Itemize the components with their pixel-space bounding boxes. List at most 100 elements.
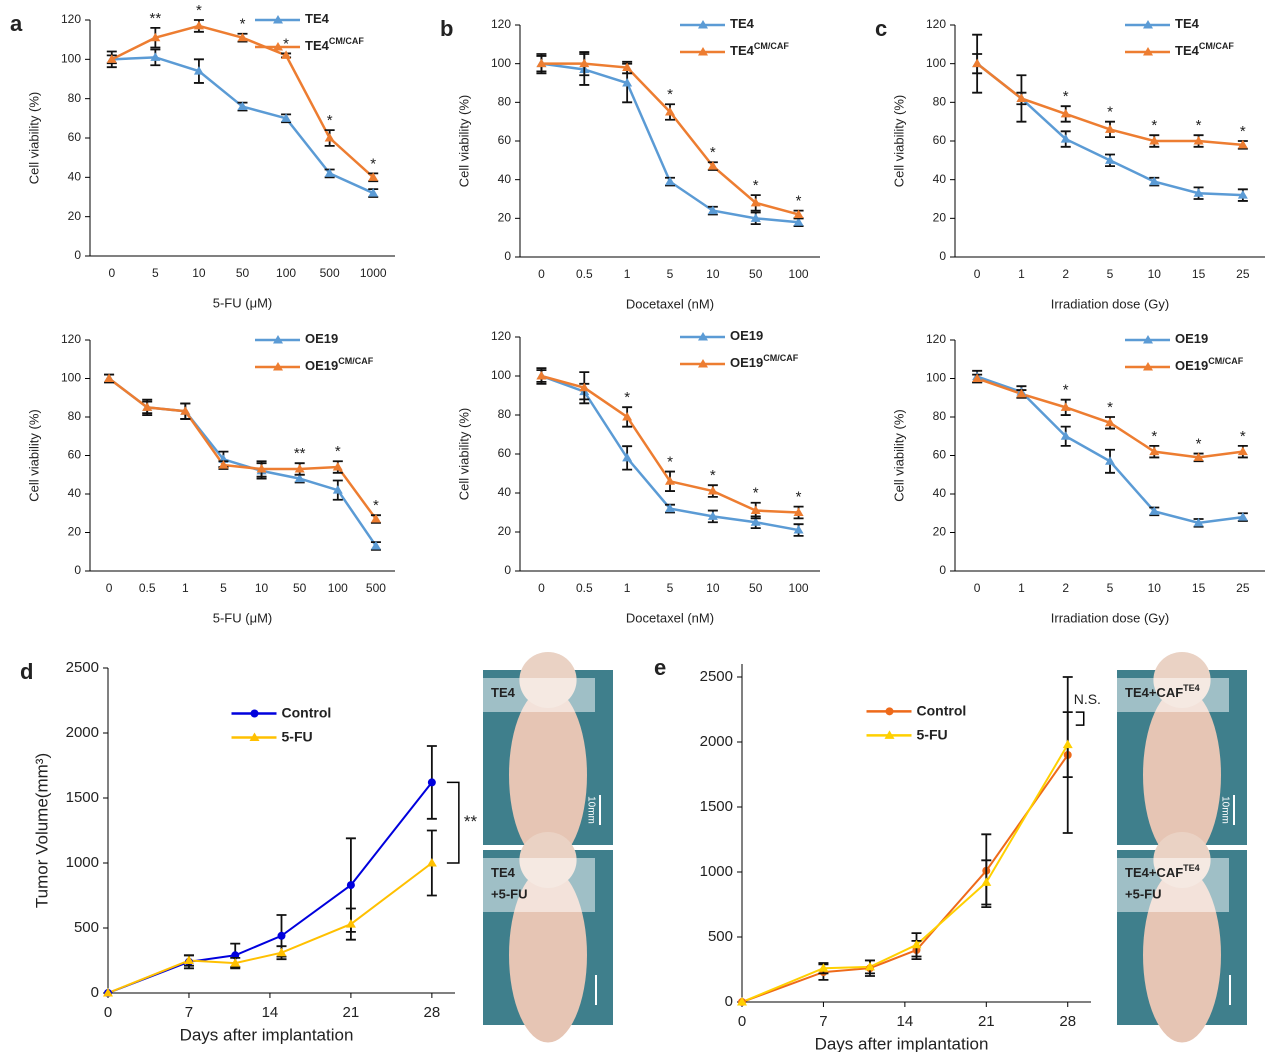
y-axis-label: Cell viability (%) — [456, 408, 471, 500]
x-tick-label: 5 — [220, 581, 227, 595]
data-point — [426, 858, 437, 867]
significance: * — [327, 112, 333, 129]
x-tick-label: 1 — [1018, 267, 1025, 281]
legend-marker — [273, 335, 283, 344]
x-tick-label: 0 — [104, 1004, 112, 1021]
legend-marker — [698, 20, 708, 29]
data-point — [622, 78, 633, 87]
data-point — [281, 50, 292, 59]
data-point — [737, 997, 747, 1006]
scale-label: 10mm — [1219, 796, 1230, 824]
y-tick-label: 2500 — [66, 659, 99, 676]
panel-label: b — [440, 16, 453, 41]
data-point — [1060, 108, 1071, 118]
y-tick-label: 120 — [926, 17, 946, 31]
data-point — [294, 463, 305, 473]
legend-name: TE4 — [730, 16, 755, 31]
data-point — [370, 540, 381, 550]
mouse-body — [509, 687, 587, 863]
label-box — [1117, 858, 1229, 912]
bracket — [1075, 711, 1085, 726]
photo-label-line2: +5-FU — [1125, 886, 1161, 901]
legend-name: OE19 — [730, 355, 763, 370]
y-tick-label: 2000 — [700, 733, 733, 750]
y-tick-label: 40 — [933, 486, 947, 500]
photo-label-sup: TE4 — [1183, 863, 1200, 873]
legend-label: TE4CM/CAF — [730, 41, 789, 58]
y-axis-label: Tumor Volume(mm³) — [32, 753, 51, 908]
data-point — [230, 958, 241, 967]
legend-name: TE4 — [305, 11, 330, 26]
series-line — [541, 374, 799, 514]
data-point — [1105, 456, 1115, 465]
legend-marker — [698, 359, 708, 368]
data-point — [1016, 388, 1027, 398]
data-point — [281, 113, 292, 122]
y-tick-label: 100 — [61, 52, 81, 66]
photo-label: TE4+CAFTE4 — [1125, 863, 1200, 880]
y-tick-label: 120 — [491, 17, 511, 31]
series-line — [111, 56, 374, 195]
x-tick-label: 5 — [667, 267, 674, 281]
x-tick-label: 0 — [106, 581, 113, 595]
data-point — [707, 205, 718, 215]
x-tick-label: 0 — [538, 581, 545, 595]
y-tick-label: 40 — [68, 486, 82, 500]
legend-name: OE19 — [1175, 358, 1208, 373]
x-tick-label: 100 — [276, 266, 296, 280]
data-point — [277, 931, 286, 940]
x-tick-label: 7 — [185, 1004, 193, 1021]
data-point — [332, 462, 343, 471]
significance: * — [1063, 382, 1069, 399]
data-point — [972, 58, 983, 68]
legend-marker — [1143, 362, 1153, 371]
legend-label: TE4 — [730, 16, 755, 31]
y-tick-label: 60 — [498, 133, 512, 147]
significance: * — [1063, 88, 1069, 105]
y-tick-label: 100 — [61, 371, 81, 385]
y-tick-label: 0 — [91, 984, 99, 1001]
y-tick-label: 40 — [68, 170, 82, 184]
data-point — [793, 209, 804, 218]
data-point — [294, 473, 305, 483]
x-tick-label: 0 — [738, 1013, 746, 1030]
y-axis-label: Cell viability (%) — [891, 95, 906, 187]
legend-marker — [273, 15, 283, 24]
data-point — [1237, 512, 1248, 521]
data-point — [368, 188, 379, 197]
legend-name: OE19 — [305, 331, 338, 346]
data-point — [276, 947, 287, 957]
legend-label: TE4 — [305, 11, 330, 26]
y-tick-label: 60 — [933, 448, 947, 462]
legend-name: OE19 — [1175, 331, 1208, 346]
data-point — [750, 197, 761, 207]
y-tick-label: 20 — [498, 524, 512, 538]
x-tick-label: 100 — [789, 581, 809, 595]
y-tick-label: 120 — [491, 329, 511, 343]
significance: * — [283, 35, 289, 52]
y-tick-label: 20 — [933, 525, 947, 539]
y-tick-label: 80 — [933, 409, 947, 423]
y-tick-label: 60 — [933, 133, 947, 147]
y-tick-label: 120 — [61, 12, 81, 26]
data-point — [665, 107, 675, 116]
legend-sup: CM/CAF — [1208, 356, 1243, 366]
x-tick-label: 21 — [978, 1013, 995, 1030]
significance: * — [710, 467, 716, 484]
x-axis-label: Irradiation dose (Gy) — [1051, 610, 1170, 625]
data-point — [142, 402, 153, 411]
data-point — [1060, 134, 1071, 143]
x-tick-label: 1000 — [360, 266, 387, 280]
legend-label: 5-FU — [917, 726, 948, 742]
x-tick-label: 10 — [706, 267, 720, 281]
significance: * — [796, 193, 802, 210]
data-point — [536, 371, 547, 380]
y-tick-label: 120 — [61, 332, 81, 346]
y-tick-label: 1500 — [700, 798, 733, 815]
photo-label-line2: +5-FU — [491, 886, 527, 901]
data-point — [536, 58, 547, 68]
photo-label-main: TE4+CAF — [1125, 685, 1183, 700]
legend-sup: CM/CAF — [1199, 41, 1234, 51]
data-point — [1105, 124, 1115, 133]
significance: * — [667, 86, 673, 103]
